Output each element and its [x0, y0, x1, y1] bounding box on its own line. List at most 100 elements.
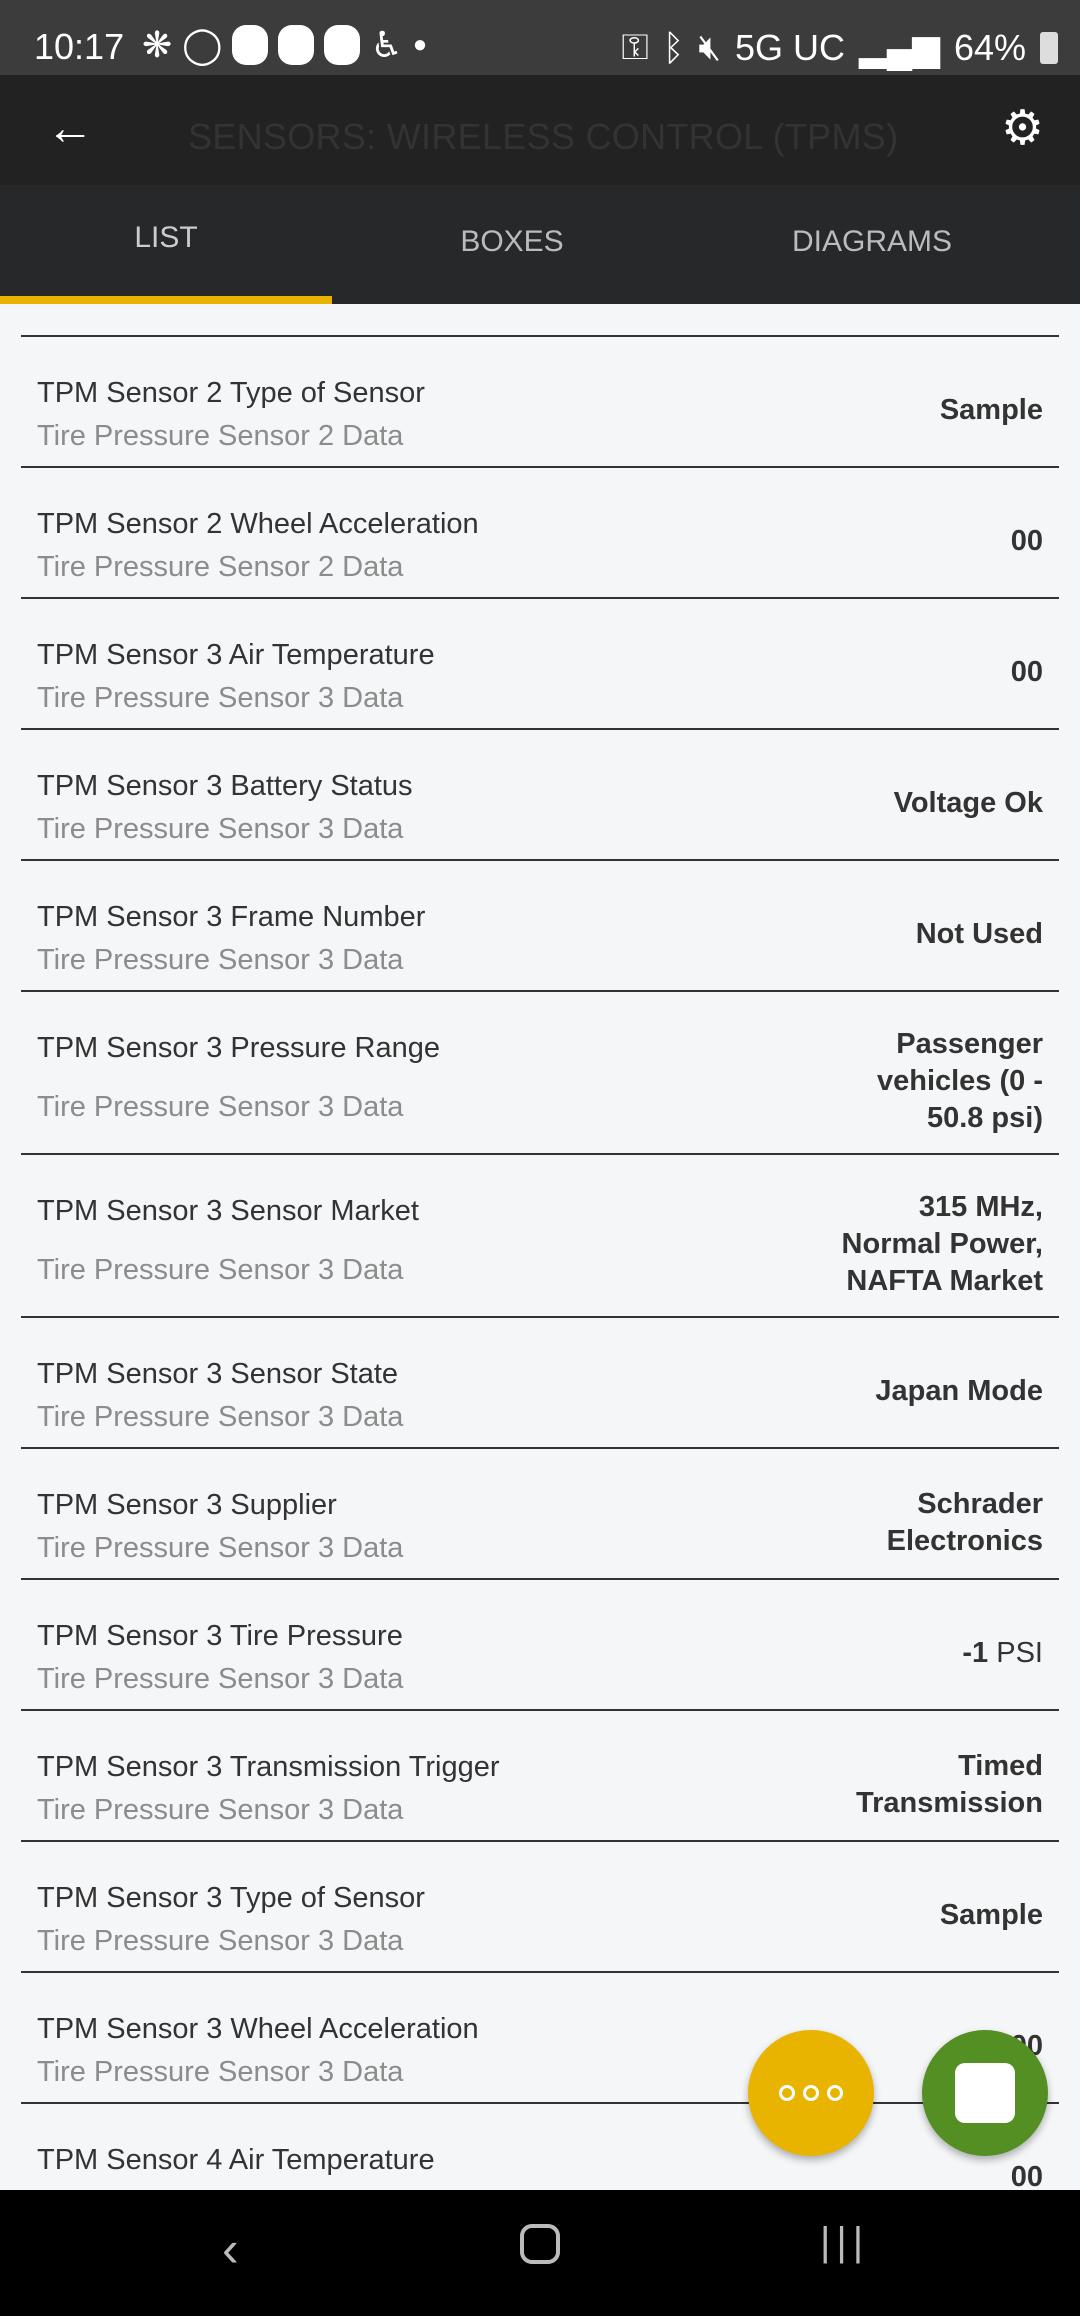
list-item[interactable]: TPM Sensor 2 Wheel Acceleration Tire Pre… — [21, 468, 1059, 599]
value-text: 315 MHz, Normal Power, NAFTA Market — [841, 1191, 1043, 1297]
list-item[interactable]: TPM Sensor 3 Wheel Acceleration Tire Pre… — [21, 1973, 1059, 2104]
tab-bar: LIST BOXES DIAGRAMS — [0, 185, 1080, 304]
more-dots-icon — [827, 2085, 843, 2101]
value-text: Schrader Electronics — [886, 1487, 1043, 1557]
item-text: TPM Sensor 3 Sensor State Tire Pressure … — [37, 1344, 875, 1439]
item-subtitle: Tire Pressure Sensor 3 Data — [37, 1924, 404, 1957]
more-options-button[interactable] — [748, 2030, 874, 2156]
item-subtitle: Tire Pressure Sensor 2 Data — [37, 419, 404, 452]
network-type: 5G UC — [735, 26, 846, 68]
vpn-key-icon: ⚿ — [621, 26, 649, 67]
item-subtitle: Tire Pressure Sensor 3 Data — [37, 1531, 404, 1564]
item-text: TPM Sensor 3 Type of Sensor Tire Pressur… — [37, 1868, 940, 1963]
item-text: TPM Sensor 3 Transmission Trigger Tire P… — [37, 1737, 819, 1832]
item-subtitle: Tire Pressure Sensor 3 Data — [37, 1662, 404, 1695]
value-unit: PSI — [996, 1637, 1043, 1669]
value-text: Passenger vehicles (0 - 50.8 psi) — [876, 1028, 1043, 1134]
tab-list[interactable]: LIST — [0, 185, 332, 304]
item-subtitle: Tire Pressure Sensor 3 Data — [37, 1253, 404, 1286]
status-bar: 10:17 ❋ ◯ ♿ ● ⚿ ᛒ 🔇︎ 5G UC ▂▄▆ 64% — [0, 0, 1080, 75]
item-title: TPM Sensor 3 Air Temperature — [37, 639, 435, 671]
item-title: TPM Sensor 2 Type of Sensor — [37, 377, 425, 409]
list-item[interactable]: TPM Sensor 3 Frame Number Tire Pressure … — [21, 861, 1059, 992]
home-nav-icon[interactable] — [520, 2224, 560, 2264]
item-title: TPM Sensor 3 Sensor Market — [37, 1195, 419, 1227]
item-subtitle: Tire Pressure Sensor 3 Data — [37, 1400, 404, 1433]
network-icon: ❋ — [142, 24, 173, 65]
item-title: TPM Sensor 3 Supplier — [37, 1489, 337, 1521]
item-subtitle: Tire Pressure Sensor 3 Data — [37, 812, 404, 845]
battery-icon — [1040, 31, 1058, 64]
battery-percent: 64% — [953, 26, 1026, 68]
item-value: 00 — [1011, 2151, 1059, 2190]
status-time: 10:17 — [34, 26, 125, 67]
item-value: Japan Mode — [875, 1365, 1059, 1418]
item-value: Sample — [940, 384, 1059, 437]
app-notification-icon — [324, 25, 361, 65]
list-item[interactable]: TPM Sensor 3 Transmission Trigger Tire P… — [21, 1711, 1059, 1842]
app-bar: ← SENSORS: WIRELESS CONTROL (TPMS) ⚙ — [0, 75, 1080, 185]
item-text: TPM Sensor 3 Air Temperature Tire Pressu… — [37, 625, 1011, 720]
stop-square-icon — [955, 2063, 1015, 2123]
item-subtitle: Tire Pressure Sensor 4 Data — [37, 2183, 403, 2191]
item-title: TPM Sensor 4 Air Temperature — [37, 2144, 435, 2176]
item-text: TPM Sensor 4 Air Temperature Tire Pressu… — [37, 2130, 1011, 2190]
system-nav-bar: ‹ ||| — [0, 2190, 1080, 2316]
list-item[interactable]: TPM Sensor 3 Tire Pressure Tire Pressure… — [21, 1580, 1059, 1711]
item-text: TPM Sensor 2 Type of Sensor Tire Pressur… — [37, 363, 940, 458]
value-text: Sample — [939, 1899, 1043, 1931]
item-title: TPM Sensor 3 Transmission Trigger — [37, 1751, 500, 1783]
value-text: 00 — [1010, 656, 1043, 688]
notification-icons: ❋ ◯ ♿ ● — [142, 24, 427, 66]
item-text: TPM Sensor 3 Supplier Tire Pressure Sens… — [37, 1475, 819, 1570]
value-text: Sample — [939, 394, 1043, 426]
item-subtitle: Tire Pressure Sensor 2 Data — [37, 550, 404, 583]
item-title: TPM Sensor 3 Type of Sensor — [37, 1882, 425, 1914]
list-item[interactable]: TPM Sensor 3 Type of Sensor Tire Pressur… — [21, 1842, 1059, 1973]
list-item[interactable]: TPM Sensor 3 Sensor Market Tire Pressure… — [21, 1155, 1059, 1318]
item-value: Sample — [940, 1889, 1059, 1942]
item-text: TPM Sensor 3 Pressure Range Tire Pressur… — [37, 1018, 819, 1145]
back-nav-icon[interactable]: ‹ — [222, 2221, 239, 2277]
value-text: 00 — [1010, 525, 1043, 557]
item-subtitle: Tire Pressure Sensor 3 Data — [37, 681, 404, 714]
divider — [21, 304, 1059, 337]
item-title: TPM Sensor 2 Wheel Acceleration — [37, 508, 479, 540]
list-item[interactable]: TPM Sensor 3 Supplier Tire Pressure Sens… — [21, 1449, 1059, 1580]
bluetooth-icon: ᛒ — [662, 26, 685, 68]
item-value: 00 — [1011, 515, 1059, 568]
list-item[interactable]: TPM Sensor 3 Battery Status Tire Pressur… — [21, 730, 1059, 861]
value-text: Voltage Ok — [893, 787, 1043, 819]
value-text: -1 — [962, 1637, 989, 1669]
item-value: 00 — [1011, 646, 1059, 699]
gear-icon[interactable]: ⚙ — [1000, 102, 1044, 155]
item-text: TPM Sensor 3 Frame Number Tire Pressure … — [37, 887, 916, 982]
mute-icon: 🔇︎ — [698, 26, 722, 67]
item-text: TPM Sensor 3 Wheel Acceleration Tire Pre… — [37, 1999, 1011, 2094]
sensor-list[interactable]: TPM Sensor 2 Type of Sensor Tire Pressur… — [0, 304, 1080, 2190]
stop-button[interactable] — [922, 2030, 1048, 2156]
tab-diagrams[interactable]: DIAGRAMS — [791, 225, 953, 258]
tab-boxes[interactable]: BOXES — [460, 225, 564, 258]
item-subtitle: Tire Pressure Sensor 3 Data — [37, 943, 404, 976]
item-title: TPM Sensor 3 Pressure Range — [37, 1032, 440, 1064]
page-title: SENSORS: WIRELESS CONTROL (TPMS) — [188, 116, 899, 157]
list-item[interactable]: TPM Sensor 3 Sensor State Tire Pressure … — [21, 1318, 1059, 1449]
signal-icon: ▂▄▆ — [859, 26, 940, 68]
item-title: TPM Sensor 3 Frame Number — [37, 901, 426, 933]
item-title: TPM Sensor 3 Battery Status — [37, 770, 413, 802]
recents-nav-icon[interactable]: ||| — [820, 2220, 870, 2264]
item-value: Timed Transmission — [819, 1740, 1059, 1830]
arrow-left-icon[interactable]: ← — [46, 102, 94, 155]
item-subtitle: Tire Pressure Sensor 3 Data — [37, 2055, 404, 2088]
item-text: TPM Sensor 3 Sensor Market Tire Pressure… — [37, 1181, 819, 1308]
item-subtitle: Tire Pressure Sensor 3 Data — [37, 1090, 404, 1123]
list-item[interactable]: TPM Sensor 4 Air Temperature Tire Pressu… — [21, 2104, 1059, 2190]
app-notification-icon — [232, 25, 269, 65]
list-item[interactable]: TPM Sensor 3 Pressure Range Tire Pressur… — [21, 992, 1059, 1155]
item-value: Schrader Electronics — [819, 1478, 1059, 1568]
accessibility-icon: ♿ — [370, 24, 403, 65]
list-item[interactable]: TPM Sensor 2 Type of Sensor Tire Pressur… — [21, 337, 1059, 468]
list-item[interactable]: TPM Sensor 3 Air Temperature Tire Pressu… — [21, 599, 1059, 730]
item-text: TPM Sensor 3 Tire Pressure Tire Pressure… — [37, 1606, 962, 1701]
